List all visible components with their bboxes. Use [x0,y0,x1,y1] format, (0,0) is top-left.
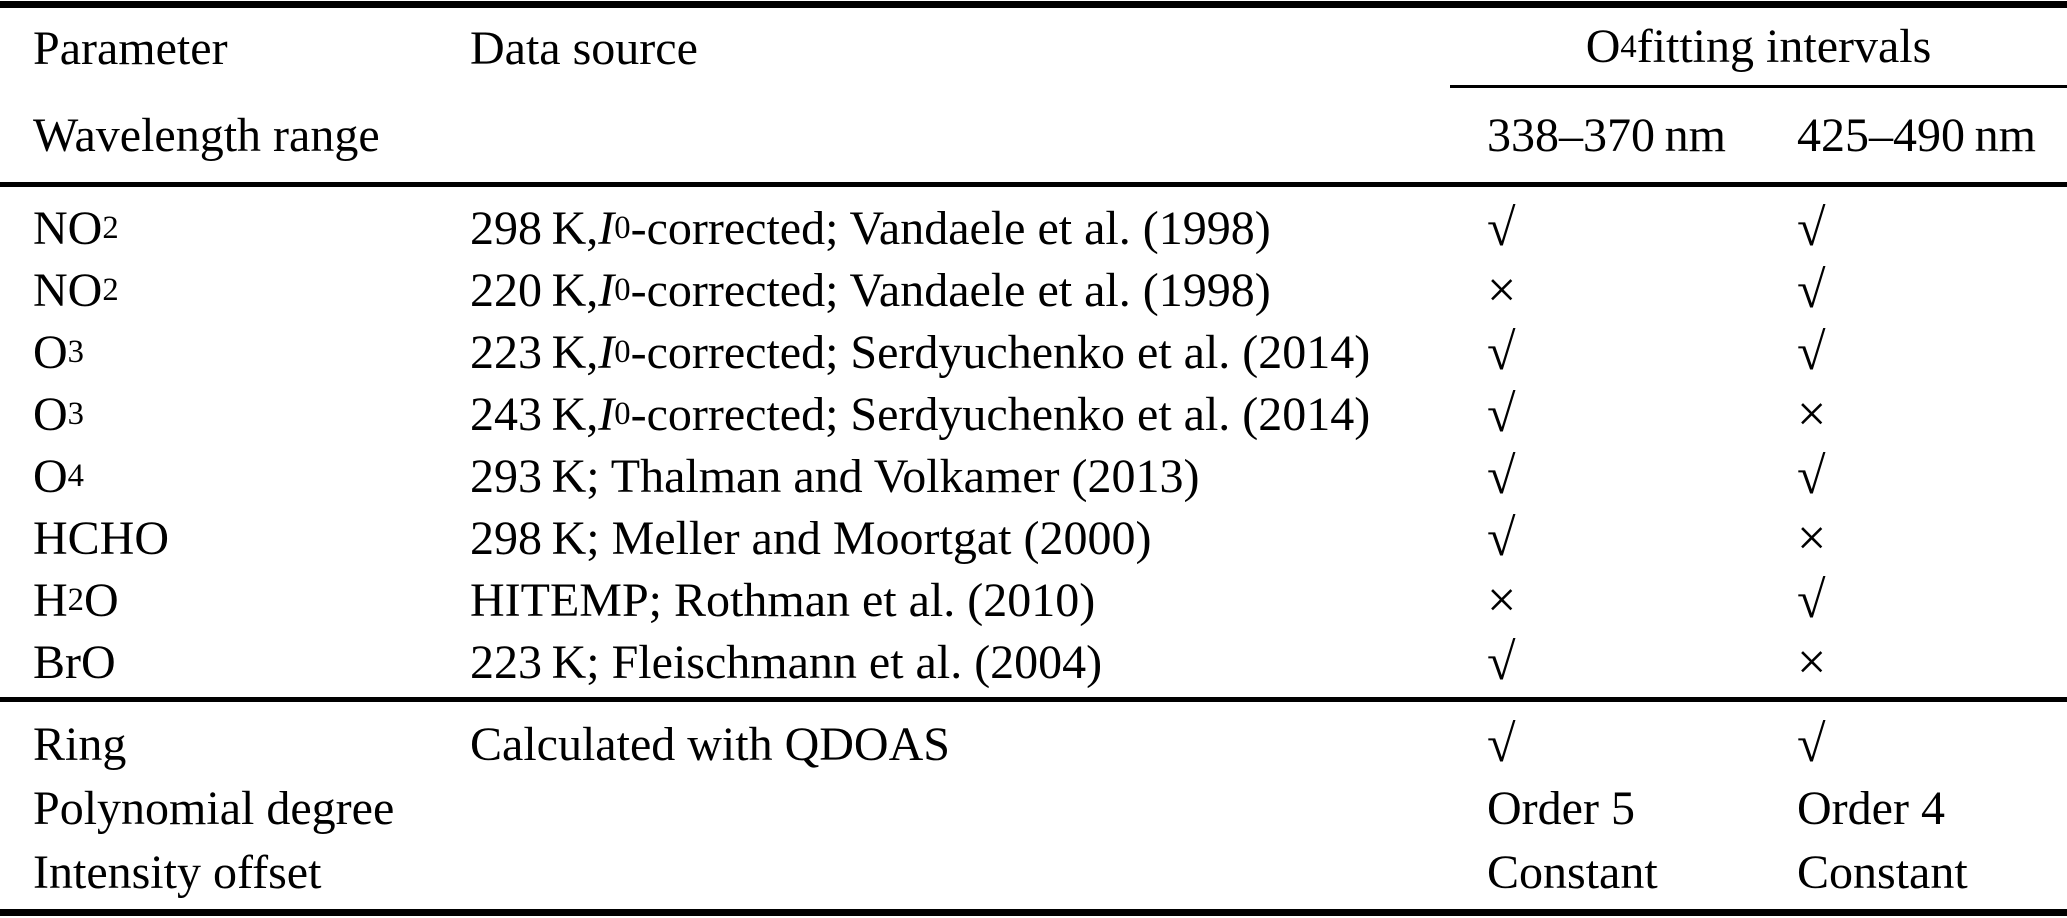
check-mark: √ [1797,571,1826,629]
check-mark: √ [1797,715,1826,773]
check-mark: √ [1797,261,1826,319]
check-mark: √ [1797,447,1826,505]
check-mark: √ [1797,323,1826,381]
source-cell: 243 K, I 0 -corrected; Serdyuchenko et al.… [470,387,1371,441]
cross-mark: × [1487,261,1517,319]
source-cell: 293 K; Thalman and Volkamer (2013) [470,449,1200,503]
param-cell: Ring [33,717,127,771]
table-row: Intensity offset Constant Constant [0,840,2067,904]
table-footer-section: Ring Calculated with QDOAS √ √ Polynomial de… [0,702,2067,909]
header-interval-2: 425–490 nm [1797,108,2036,162]
source-cell: 223 K; Fleischmann et al. (2004) [470,635,1103,689]
source-cell: 220 K, I 0 -corrected; Vandaele et al. (19… [470,263,1271,317]
check-mark: √ [1487,715,1516,773]
table-row: O 3 223 K, I 0 -corrected; Serdyuchenko et a… [0,321,2067,383]
interval-2-value: Constant [1797,845,1968,899]
param-cell: NO 2 [33,263,119,317]
table-body: NO 2 298 K, I 0 -corrected; Vandaele et al. … [0,187,2067,697]
param-cell: Polynomial degree [33,781,395,835]
param-cell: BrO [33,635,116,689]
check-mark: √ [1487,323,1516,381]
table-row: HCHO 298 K; Meller and Moortgat (2000) √ × [0,507,2067,569]
cross-mark: × [1797,385,1827,443]
source-cell: HITEMP; Rothman et al. (2010) [470,573,1096,627]
source-cell: 298 K; Meller and Moortgat (2000) [470,511,1152,565]
check-mark: √ [1797,199,1826,257]
table-row: H 2 O HITEMP; Rothman et al. (2010) × √ [0,569,2067,631]
section-separator-rule [0,697,2067,702]
table-row: O 4 293 K; Thalman and Volkamer (2013) √ √ [0,445,2067,507]
header-interval-1: 338–370 nm [1487,108,1726,162]
cross-mark: × [1487,571,1517,629]
interval-1-value: Constant [1487,845,1658,899]
header-wavelength-range: Wavelength range [33,108,380,162]
check-mark: √ [1487,633,1516,691]
source-cell: 298 K, I 0 -corrected; Vandaele et al. (19… [470,201,1271,255]
table-row: BrO 223 K; Fleischmann et al. (2004) √ × [0,631,2067,693]
header-data-source: Data source [470,21,698,75]
source-cell [470,776,1487,840]
header-separator-rule [0,182,2067,187]
check-mark: √ [1487,509,1516,567]
interval-1-value: Order 5 [1487,781,1635,835]
table-row: NO 2 298 K, I 0 -corrected; Vandaele et al. … [0,197,2067,259]
table-header-row-2: Wavelength range 338–370 nm 425–490 nm [0,88,2067,182]
table-top-rule [0,1,2067,8]
source-cell: Calculated with QDOAS [470,717,950,771]
check-mark: √ [1487,385,1516,443]
interval-2-value: Order 4 [1797,781,1945,835]
table-row: Ring Calculated with QDOAS √ √ [0,712,2067,776]
table-row: O 3 243 K, I 0 -corrected; Serdyuchenko et a… [0,383,2067,445]
table-row: NO 2 220 K, I 0 -corrected; Vandaele et al. … [0,259,2067,321]
table-bottom-rule [0,909,2067,916]
cross-mark: × [1797,633,1827,691]
check-mark: √ [1487,199,1516,257]
source-cell [470,840,1487,904]
o4-group-suffix: fitting intervals [1636,20,1932,73]
param-cell: Intensity offset [33,845,322,899]
param-cell: HCHO [33,511,170,565]
source-cell: 223 K, I 0 -corrected; Serdyuchenko et al.… [470,325,1371,379]
check-mark: √ [1487,447,1516,505]
header-empty-cell [470,88,1487,182]
o4-group-prefix: O [1585,20,1621,73]
header-parameter: Parameter [33,21,228,75]
cross-mark: × [1797,509,1827,567]
table-row: Polynomial degree Order 5 Order 4 [0,776,2067,840]
param-cell: NO 2 [33,201,119,255]
